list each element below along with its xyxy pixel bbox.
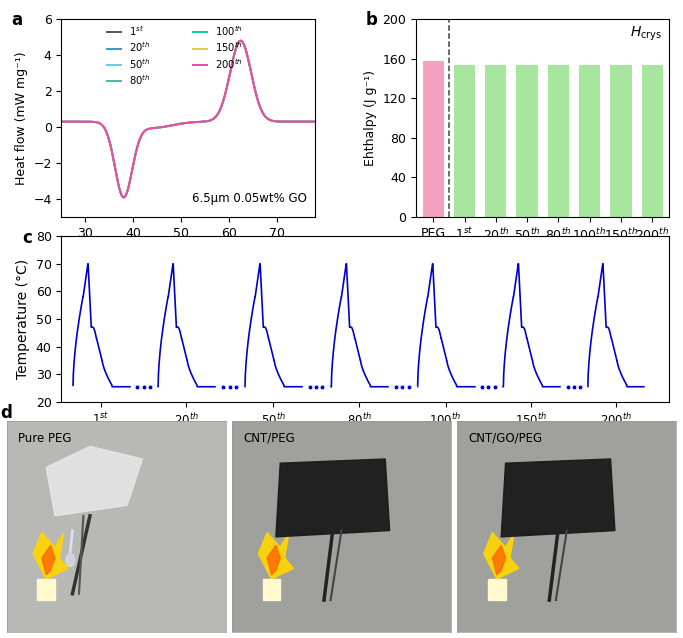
Text: $H_\mathrm{crys}$: $H_\mathrm{crys}$ [630, 25, 662, 43]
Y-axis label: Temperature (°C): Temperature (°C) [16, 259, 30, 379]
Bar [641, 64, 663, 217]
Bar [548, 64, 569, 217]
Polygon shape [258, 533, 294, 579]
Bar [263, 579, 280, 600]
Ellipse shape [66, 554, 74, 567]
Polygon shape [276, 459, 389, 537]
Text: 6.5μm 0.05wt% GO: 6.5μm 0.05wt% GO [193, 192, 307, 205]
Text: Pure PEG: Pure PEG [18, 431, 71, 445]
X-axis label: Temperature (°C): Temperature (°C) [128, 245, 248, 259]
Bar [454, 64, 475, 217]
Polygon shape [33, 533, 68, 579]
Polygon shape [42, 545, 55, 575]
Polygon shape [267, 545, 280, 575]
Text: CNT/GO/PEG: CNT/GO/PEG [469, 431, 542, 445]
Bar [610, 64, 632, 217]
X-axis label: Cycles: Cycles [343, 433, 388, 447]
Bar [488, 579, 505, 600]
Text: d: d [0, 404, 12, 422]
Bar [579, 64, 600, 217]
Bar [38, 579, 55, 600]
Text: a: a [11, 11, 22, 29]
Polygon shape [46, 447, 143, 516]
Text: c: c [22, 230, 32, 248]
Polygon shape [501, 459, 615, 537]
Polygon shape [484, 533, 518, 579]
Text: b: b [365, 11, 377, 29]
Bar [423, 61, 444, 217]
Y-axis label: Heat flow (mW mg⁻¹): Heat flow (mW mg⁻¹) [15, 51, 28, 185]
Bar [485, 64, 506, 217]
Y-axis label: Ehthalpy (J g⁻¹): Ehthalpy (J g⁻¹) [364, 70, 377, 166]
Bar [516, 64, 538, 217]
Legend: 100$^{th}$, 150$^{th}$, 200$^{th}$: 100$^{th}$, 150$^{th}$, 200$^{th}$ [193, 24, 243, 71]
Polygon shape [492, 545, 505, 575]
Text: CNT/PEG: CNT/PEG [243, 431, 295, 445]
